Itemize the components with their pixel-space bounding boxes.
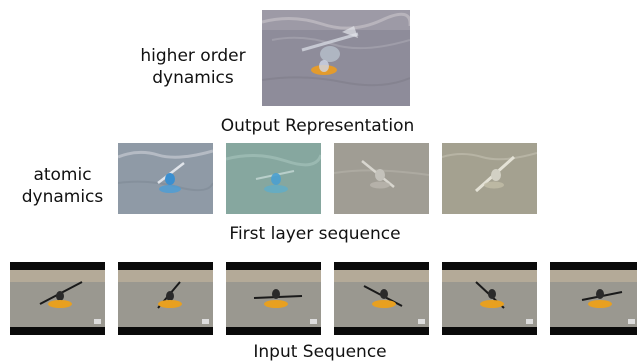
first-layer-frame-4 — [442, 143, 537, 214]
input-frame-1 — [10, 262, 105, 335]
higher-order-line-2: dynamics — [152, 68, 234, 88]
higher-order-dynamics-label: higher order dynamics — [118, 45, 268, 89]
input-frame-6 — [550, 262, 637, 335]
output-representation-image — [262, 10, 410, 106]
first-layer-frame-3 — [334, 143, 429, 214]
atomic-dynamics-label: atomic dynamics — [10, 164, 115, 208]
atomic-line-1: atomic — [33, 165, 92, 185]
input-frame-2 — [118, 262, 213, 335]
first-layer-caption: First layer sequence — [229, 224, 401, 244]
output-representation-caption: Output Representation — [220, 116, 415, 136]
atomic-line-2: dynamics — [21, 187, 104, 207]
input-frame-4 — [334, 262, 429, 335]
first-layer-frame-1 — [118, 143, 213, 214]
first-layer-frame-2 — [226, 143, 321, 214]
input-frame-3 — [226, 262, 321, 335]
input-frame-5 — [442, 262, 537, 335]
higher-order-line-1: higher order — [140, 46, 246, 66]
input-sequence-caption: Input Sequence — [253, 342, 387, 362]
